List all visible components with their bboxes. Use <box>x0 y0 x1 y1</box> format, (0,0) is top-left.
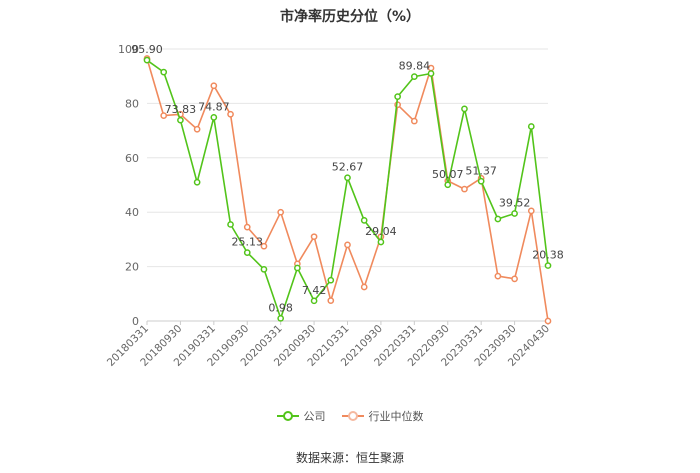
x-axis: 2018033120180930201903312019093020200331… <box>105 320 552 369</box>
y-tick-label: 100 <box>118 43 139 56</box>
data-point-0 <box>294 264 301 272</box>
y-tick-label: 0 <box>132 315 139 328</box>
data-point-1 <box>544 317 552 325</box>
data-point-0 <box>243 249 251 256</box>
data-point-1 <box>310 233 318 241</box>
data-point-0 <box>227 221 234 228</box>
data-point-0 <box>210 114 218 121</box>
data-point-1 <box>193 125 201 133</box>
data-point-0 <box>143 56 151 64</box>
data-point-0 <box>477 177 485 185</box>
data-label: 0.98 <box>268 301 293 314</box>
data-point-1 <box>494 272 502 280</box>
legend-item-company[interactable]: 公司 <box>276 408 326 424</box>
series-line-0 <box>146 59 549 320</box>
data-label: 74.87 <box>198 100 230 113</box>
data-point-0 <box>260 265 268 273</box>
data-point-1 <box>461 185 468 193</box>
data-label: 20.38 <box>532 249 564 262</box>
data-point-1 <box>344 241 351 249</box>
legend-label-industry-median: 行业中位数 <box>368 410 424 423</box>
series-line-1 <box>146 58 549 322</box>
data-point-1 <box>327 297 335 304</box>
data-point-0 <box>327 276 335 284</box>
data-point-0 <box>527 123 535 130</box>
data-point-0 <box>461 105 468 113</box>
grid-lines <box>147 48 548 322</box>
data-point-0 <box>394 93 401 100</box>
y-tick-label: 60 <box>125 152 139 165</box>
data-source: 数据来源：恒生聚源 <box>295 451 404 465</box>
legend: 公司 行业中位数 <box>0 408 700 424</box>
data-label: 29.04 <box>365 225 397 238</box>
data-point-0 <box>427 70 435 77</box>
data-point-0 <box>494 215 502 223</box>
data-label: 89.84 <box>399 60 431 73</box>
legend-item-industry-median[interactable]: 行业中位数 <box>341 408 424 424</box>
data-label: 50.07 <box>432 168 464 181</box>
data-point-1 <box>410 117 418 125</box>
data-point-0 <box>277 314 285 322</box>
data-point-0 <box>511 210 518 217</box>
data-point-1 <box>210 82 218 90</box>
data-point-0 <box>160 68 168 76</box>
data-point-0 <box>177 116 184 124</box>
legend-label-company: 公司 <box>303 410 326 423</box>
data-label: 52.67 <box>332 161 364 174</box>
data-point-1 <box>527 207 535 215</box>
data-label: 95.90 <box>131 43 163 56</box>
data-point-0 <box>410 73 418 80</box>
data-point-0 <box>310 297 318 305</box>
data-label: 25.13 <box>232 236 264 249</box>
data-point-0 <box>544 262 552 269</box>
data-point-1 <box>511 275 518 283</box>
data-label: 39.52 <box>499 197 531 210</box>
data-labels: 95.90 73.83 74.87 25.13 0.98 7.42 52.67 29.04 89… <box>131 43 564 314</box>
chart-title: 市净率历史分位（%） <box>279 9 421 25</box>
legend-swatch-industry-median <box>341 411 364 421</box>
y-axis-ticks: 0 20 40 60 80 100 <box>118 43 139 328</box>
data-point-0 <box>360 217 368 224</box>
data-point-1 <box>260 242 268 250</box>
data-point-0 <box>444 181 452 189</box>
data-point-1 <box>243 223 251 231</box>
y-tick-label: 80 <box>125 97 139 110</box>
data-point-0 <box>377 238 385 246</box>
series-group <box>143 55 552 325</box>
data-point-1 <box>360 283 368 291</box>
data-label: 73.83 <box>165 103 197 116</box>
legend-swatch-company <box>276 411 299 421</box>
data-label: 7.42 <box>302 284 327 297</box>
data-point-1 <box>227 110 234 118</box>
data-label: 51.37 <box>465 164 497 177</box>
y-tick-label: 40 <box>125 206 139 219</box>
data-point-0 <box>193 178 201 186</box>
data-point-0 <box>344 174 351 182</box>
data-point-1 <box>277 208 285 216</box>
y-tick-label: 20 <box>125 261 139 274</box>
data-point-1 <box>160 112 168 119</box>
